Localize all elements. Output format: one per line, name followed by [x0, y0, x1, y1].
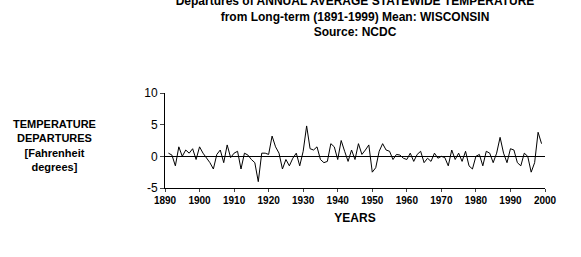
svg-text:1980: 1980 — [465, 195, 488, 206]
svg-text:Departures of ANNUAL AVERAGE S: Departures of ANNUAL AVERAGE STATEWIDE T… — [176, 0, 535, 39]
svg-text:10: 10 — [144, 86, 158, 100]
svg-text:1920: 1920 — [258, 195, 281, 206]
svg-text:1900: 1900 — [188, 195, 211, 206]
svg-text:-5: -5 — [147, 181, 158, 195]
svg-text:1990: 1990 — [499, 195, 522, 206]
svg-text:1960: 1960 — [396, 195, 419, 206]
svg-text:0: 0 — [151, 150, 158, 164]
svg-text:5: 5 — [151, 118, 158, 132]
svg-text:1940: 1940 — [327, 195, 350, 206]
svg-text:1910: 1910 — [223, 195, 246, 206]
svg-text:1930: 1930 — [292, 195, 315, 206]
svg-text:TEMPERATUREDEPARTURES[Fahrenhe: TEMPERATUREDEPARTURES[Fahrenheitdegrees] — [13, 118, 96, 173]
svg-text:1890: 1890 — [154, 195, 177, 206]
svg-text:1950: 1950 — [361, 195, 384, 206]
svg-text:YEARS: YEARS — [334, 211, 375, 225]
svg-text:2000: 2000 — [534, 195, 557, 206]
svg-text:1970: 1970 — [430, 195, 453, 206]
